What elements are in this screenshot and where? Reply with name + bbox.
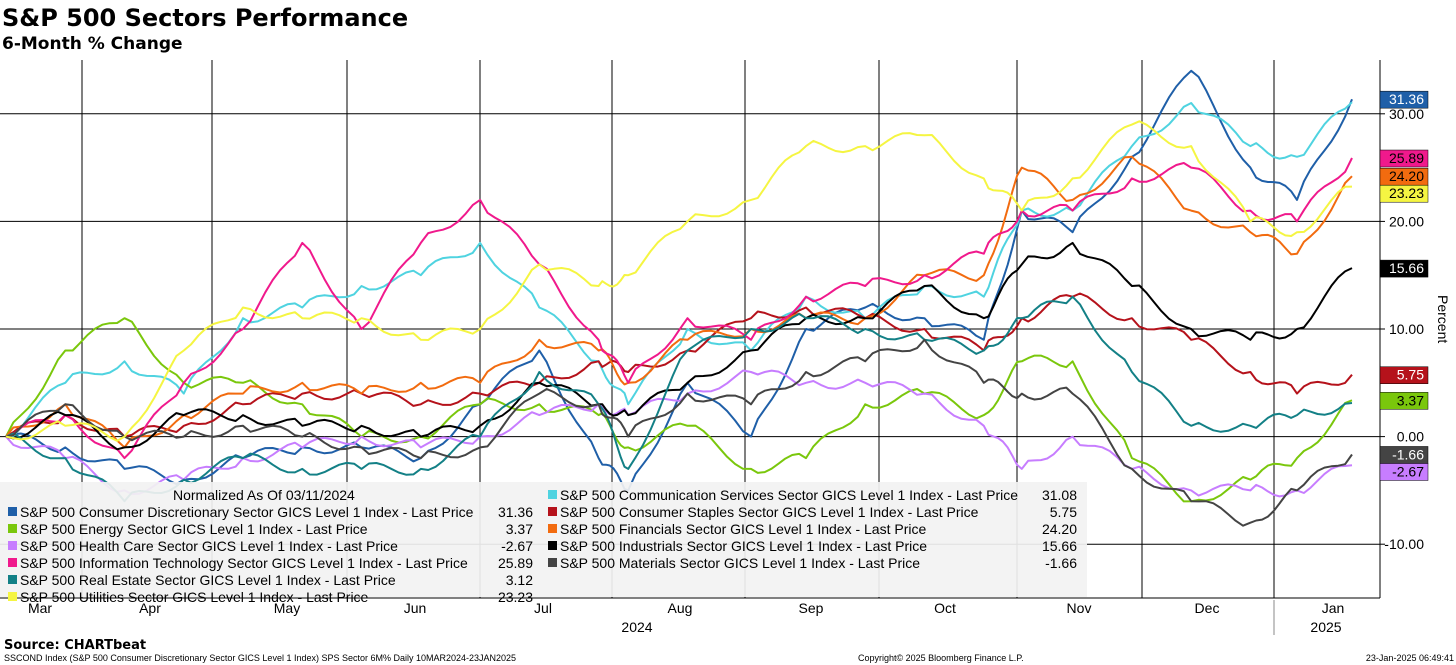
y-tick-label: 30.00 (1389, 106, 1424, 122)
legend: Normalized As Of 03/11/2024 S&P 500 Cons… (0, 482, 1087, 605)
series-line (5, 155, 1353, 449)
x-tick-label: Oct (934, 600, 956, 616)
series-lines (5, 69, 1353, 527)
series-line (5, 120, 1353, 442)
end-label-text: -2.67 (1392, 463, 1424, 479)
end-label-text: 15.66 (1389, 260, 1424, 276)
legend-value: 31.36 (498, 504, 533, 520)
x-tick-label: Jan (1322, 600, 1345, 616)
legend-value: 23.23 (498, 589, 533, 605)
x-tick-label: Jun (404, 600, 427, 616)
x-tick-label: Aug (668, 600, 693, 616)
legend-swatch (8, 558, 17, 567)
legend-label: S&P 500 Information Technology Sector GI… (20, 555, 468, 571)
legend-value: 25.89 (498, 555, 533, 571)
legend-label: S&P 500 Industrials Sector GICS Level 1 … (560, 538, 927, 554)
y-tick-label: -10.00 (1384, 536, 1424, 552)
y-tick-label: 20.00 (1389, 213, 1424, 229)
end-label-text: 5.75 (1397, 367, 1424, 383)
legend-swatch (548, 490, 557, 499)
end-label-box (1379, 366, 1429, 384)
x-tick-label: Sep (799, 600, 824, 616)
legend-swatch (548, 507, 557, 516)
end-label-text: 24.20 (1389, 168, 1424, 184)
end-label-box (1379, 463, 1429, 481)
legend-value: 3.37 (506, 521, 533, 537)
legend-swatch (8, 541, 17, 550)
end-label-text: -1.66 (1392, 446, 1424, 462)
chart-title: S&P 500 Sectors Performance (2, 4, 408, 32)
year-label: 2025 (1310, 619, 1341, 635)
y-tick-label: 0.00 (1397, 429, 1424, 445)
x-tick-label: Nov (1067, 600, 1092, 616)
legend-value: 24.20 (1042, 521, 1077, 537)
legend-label: S&P 500 Utilities Sector GICS Level 1 In… (20, 589, 369, 605)
legend-value: 31.08 (1042, 487, 1077, 503)
series-line (5, 295, 1353, 503)
legend-swatch (548, 541, 557, 550)
end-label-box (1379, 184, 1429, 203)
year-label: 2024 (621, 619, 652, 635)
end-label-box (1379, 90, 1429, 109)
end-label-box (1379, 392, 1429, 410)
legend-swatch (8, 592, 17, 601)
legend-value: 5.75 (1050, 504, 1077, 520)
x-tick-label: Mar (28, 600, 52, 616)
legend-label: S&P 500 Communication Services Sector GI… (560, 487, 1018, 503)
legend-label: S&P 500 Health Care Sector GICS Level 1 … (20, 538, 398, 554)
legend-swatch (8, 524, 17, 533)
y-axis-label: Percent (1435, 295, 1451, 343)
series-line (5, 157, 1353, 460)
legend-value: -2.67 (501, 538, 533, 554)
legend-swatch (548, 524, 557, 533)
x-tick-label: Jul (534, 600, 552, 616)
x-tick-label: May (274, 600, 300, 616)
series-line (5, 69, 1353, 492)
legend-label: S&P 500 Consumer Staples Sector GICS Lev… (560, 504, 979, 520)
x-axis: Mar Apr May Jun Jul Aug Sep Oct Nov Dec Jan 2024 202… (28, 600, 1344, 635)
legend-swatch (8, 575, 17, 584)
chart-subtitle: 6-Month % Change (2, 34, 183, 54)
legend-label: S&P 500 Real Estate Sector GICS Level 1 … (20, 572, 396, 588)
end-label-text: 31.36 (1389, 91, 1424, 107)
legend-background (0, 482, 1087, 597)
end-label-box (1379, 259, 1429, 278)
footer-timestamp: 23-Jan-2025 06:49:41 (1366, 653, 1454, 663)
footer-copyright: Copyright© 2025 Bloomberg Finance L.P. (858, 653, 1024, 663)
legend-value: -1.66 (1045, 555, 1077, 571)
end-label-text: 3.37 (1397, 392, 1424, 408)
y-tick-label: 10.00 (1389, 321, 1424, 337)
legend-value: 15.66 (1042, 538, 1077, 554)
series-line (5, 317, 1353, 503)
series-line (5, 338, 1353, 527)
legend-label: S&P 500 Consumer Discretionary Sector GI… (20, 504, 474, 520)
legend-label: S&P 500 Materials Sector GICS Level 1 In… (560, 555, 920, 571)
series-line (5, 101, 1353, 438)
end-label-text: 23.23 (1389, 185, 1424, 201)
x-tick-label: Dec (1195, 600, 1220, 616)
x-tick-label: Apr (139, 600, 161, 616)
legend-value: 3.12 (506, 572, 533, 588)
footer-index-note: SSCOND Index (S&P 500 Consumer Discretio… (4, 653, 516, 663)
end-label-box (1379, 149, 1429, 168)
legend-header: Normalized As Of 03/11/2024 (173, 487, 355, 503)
end-label-text: 25.89 (1389, 150, 1424, 166)
legend-swatch (8, 507, 17, 516)
footer-source: Source: CHARTbeat (4, 638, 146, 653)
legend-label: S&P 500 Financials Sector GICS Level 1 I… (560, 521, 926, 537)
y-axis: 30.00 20.00 10.00 0.00 -10.00 (1380, 106, 1424, 552)
legend-label: S&P 500 Energy Sector GICS Level 1 Index… (20, 521, 368, 537)
legend-swatch (548, 558, 557, 567)
series-line (5, 241, 1353, 451)
